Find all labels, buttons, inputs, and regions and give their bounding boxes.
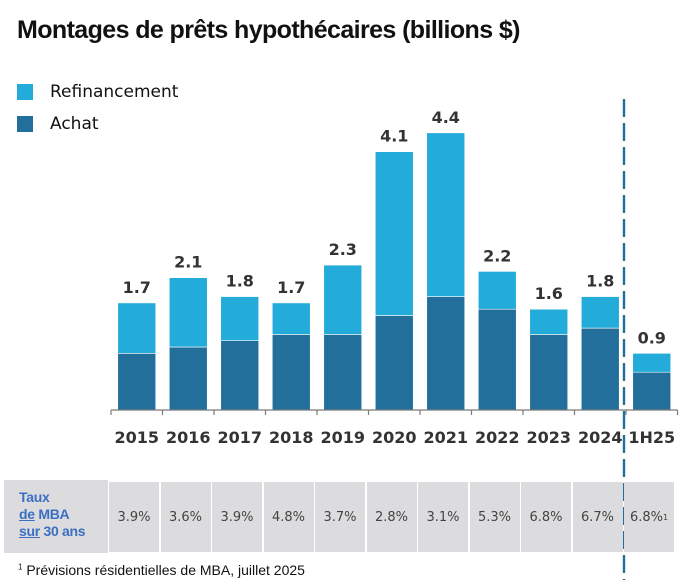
bar-refinancement-2019 xyxy=(323,264,363,335)
rate-value: 3.9% xyxy=(220,509,254,525)
rate-value: 3.6% xyxy=(168,509,203,525)
bars-group xyxy=(117,132,672,411)
bar-achat-2015 xyxy=(117,352,157,411)
chart-title: Montages de prêts hypothécaires (billion… xyxy=(17,16,520,44)
total-label-2015: 1.7 xyxy=(123,278,151,297)
rate-value: 3.1% xyxy=(426,509,460,525)
rate-cell-2021: 3.1% xyxy=(418,482,468,552)
bar-achat-2023 xyxy=(529,334,569,411)
x-tick-label-2022: 2022 xyxy=(475,428,520,447)
bar-refinancement-2016 xyxy=(168,277,208,348)
rate-cell-2022: 5.3% xyxy=(469,482,520,552)
rate-footnote-marker: 1 xyxy=(662,512,669,522)
rate-header-sur: sur xyxy=(19,523,40,539)
bar-refinancement-2021 xyxy=(426,132,466,297)
legend-item-refinancement: Refinancement xyxy=(17,82,178,102)
total-label-2023: 1.6 xyxy=(535,284,563,303)
rate-header-line1: Taux xyxy=(19,489,50,505)
rate-cell-2018: 4.8% xyxy=(263,482,314,552)
rate-value: 4.8% xyxy=(271,509,306,525)
x-tick-label-1h25: 1H25 xyxy=(628,428,675,447)
total-label-2024: 1.8 xyxy=(586,272,614,291)
bar-refinancement-2023 xyxy=(529,308,569,335)
x-tick-label-2016: 2016 xyxy=(166,428,211,447)
x-tick-label-2017: 2017 xyxy=(217,428,262,447)
rate-cell-2017: 3.9% xyxy=(212,482,262,552)
rate-header-30ans: 30 ans xyxy=(39,523,86,539)
labels-group: 1.7 2015 2.1 2016 1.8 2017 1.7 2018 2.3 2019 4.1 20… xyxy=(114,108,675,447)
rate-value: 3.9% xyxy=(117,509,151,525)
legend-item-achat: Achat xyxy=(17,114,99,134)
total-label-2016: 2.1 xyxy=(174,253,202,272)
rate-value: 6.8% xyxy=(529,509,563,525)
total-label-2019: 2.3 xyxy=(329,240,357,259)
total-label-1h25: 0.9 xyxy=(638,328,666,347)
bar-refinancement-2020 xyxy=(374,151,414,316)
bar-refinancement-2017 xyxy=(220,296,260,342)
total-label-2017: 1.8 xyxy=(226,272,254,291)
legend-swatch-refinancement xyxy=(17,84,33,100)
rate-value: 2.8% xyxy=(374,509,409,525)
rate-cell-2023: 6.8% xyxy=(521,482,571,552)
rate-cell-2016: 3.6% xyxy=(160,482,211,552)
bar-achat-2017 xyxy=(220,340,260,411)
x-tick-label-2021: 2021 xyxy=(423,428,468,447)
footnote: 1 Prévisions résidentielles de MBA, juil… xyxy=(18,562,305,578)
bar-achat-1h25 xyxy=(632,371,672,411)
rate-cell-1h25: 6.8% 1 xyxy=(624,482,674,552)
x-tick-label-2024: 2024 xyxy=(578,428,623,447)
bar-achat-2016 xyxy=(168,346,208,411)
legend-label-refinancement: Refinancement xyxy=(50,82,179,102)
rate-table-header: Taux de MBA sur 30 ans xyxy=(4,480,108,553)
x-axis xyxy=(110,409,679,415)
rate-cell-2019: 3.7% xyxy=(315,482,365,552)
total-label-2020: 4.1 xyxy=(380,127,408,146)
rate-value: 6.7% xyxy=(580,509,615,525)
x-tick-label-2020: 2020 xyxy=(372,428,417,447)
bar-achat-2020 xyxy=(374,315,414,411)
rate-header-de: de xyxy=(19,506,35,522)
rate-value: 5.3% xyxy=(477,509,512,525)
rate-cell-2020: 2.8% xyxy=(366,482,417,552)
legend-swatch-achat xyxy=(17,116,33,132)
rate-value: 3.7% xyxy=(323,509,357,525)
total-label-2018: 1.7 xyxy=(277,278,305,297)
bar-refinancement-2015 xyxy=(117,302,157,354)
bar-refinancement-2024 xyxy=(580,296,620,329)
footnote-marker: 1 xyxy=(18,562,23,572)
bar-achat-2021 xyxy=(426,296,466,411)
rate-header-mba: MBA xyxy=(34,506,70,522)
x-tick-label-2023: 2023 xyxy=(526,428,571,447)
x-tick-label-2018: 2018 xyxy=(269,428,314,447)
bar-refinancement-1h25 xyxy=(632,352,672,373)
bar-achat-2019 xyxy=(323,334,363,411)
footnote-text: Prévisions résidentielles de MBA, juille… xyxy=(22,562,305,578)
x-tick-label-2015: 2015 xyxy=(114,428,159,447)
x-tick-label-2019: 2019 xyxy=(320,428,365,447)
total-label-2021: 4.4 xyxy=(432,108,460,127)
bar-refinancement-2022 xyxy=(477,271,517,310)
rate-value: 6.8% xyxy=(629,509,663,525)
bar-achat-2018 xyxy=(271,334,311,411)
bar-achat-2022 xyxy=(477,308,517,411)
rate-cell-2024: 6.7% xyxy=(572,482,623,552)
legend-label-achat: Achat xyxy=(50,114,99,134)
bar-refinancement-2018 xyxy=(271,302,311,335)
rate-cell-2015: 3.9% xyxy=(109,482,159,552)
bar-achat-2024 xyxy=(580,327,620,411)
total-label-2022: 2.2 xyxy=(483,246,511,265)
